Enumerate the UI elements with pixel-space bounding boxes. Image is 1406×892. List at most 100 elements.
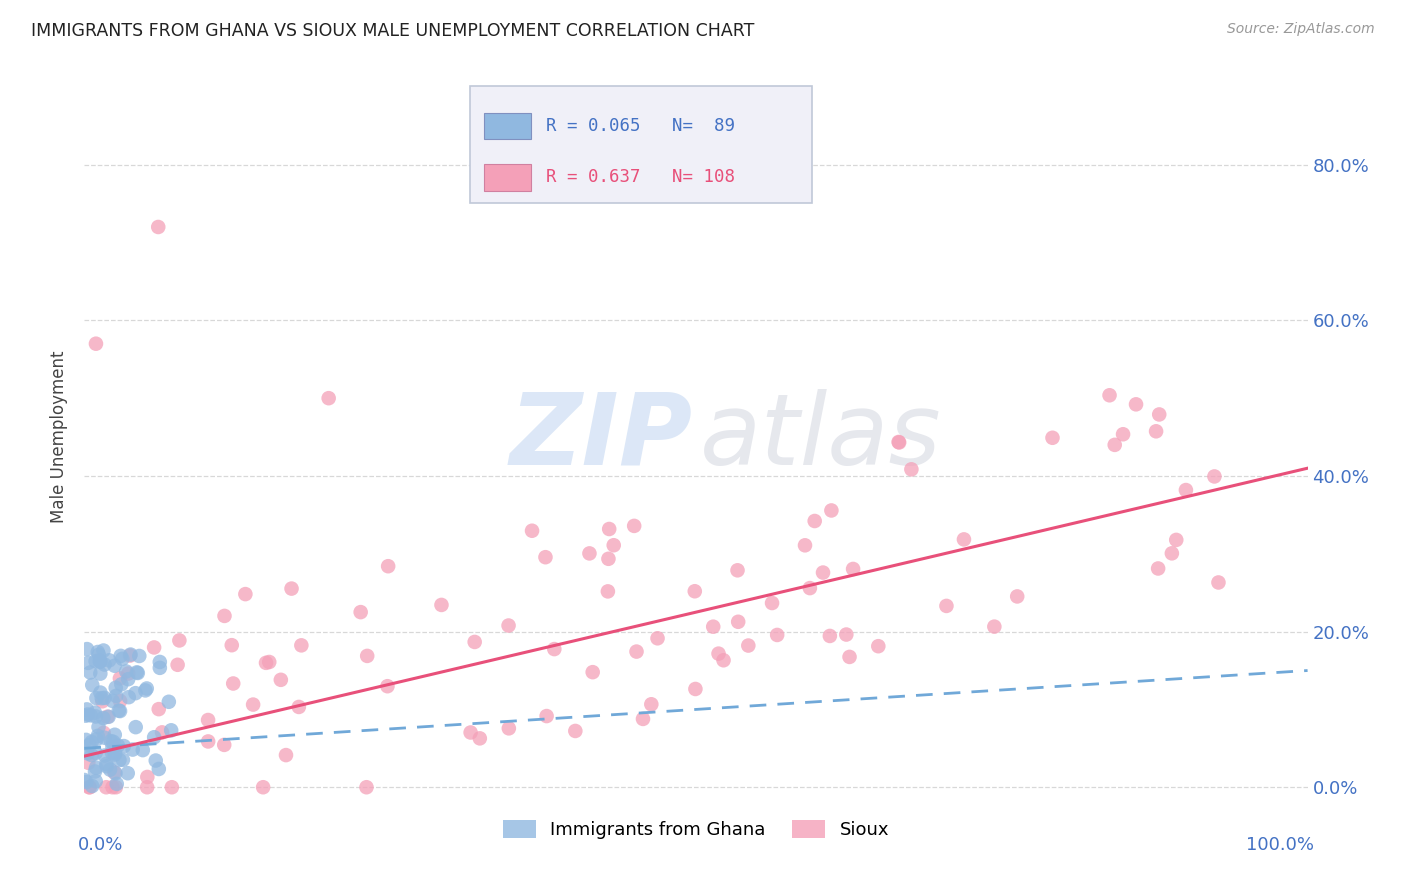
- Sioux: [582, 665, 605, 680]
- Sioux: [838, 649, 860, 664]
- Immigrants from Ghana: [104, 728, 127, 742]
- Sioux: [713, 653, 735, 667]
- Sioux: [148, 219, 170, 234]
- Immigrants from Ghana: [87, 648, 110, 662]
- Immigrants from Ghana: [111, 652, 134, 666]
- Immigrants from Ghana: [117, 766, 139, 780]
- Sioux: [498, 722, 520, 736]
- Sioux: [543, 642, 565, 657]
- Sioux: [887, 435, 910, 450]
- Immigrants from Ghana: [89, 666, 111, 681]
- Sioux: [464, 635, 486, 649]
- Immigrants from Ghana: [105, 777, 128, 791]
- Immigrants from Ghana: [118, 690, 141, 705]
- Text: 0.0%: 0.0%: [79, 836, 124, 854]
- Immigrants from Ghana: [91, 711, 114, 725]
- Immigrants from Ghana: [111, 753, 134, 767]
- Sioux: [534, 550, 557, 565]
- Immigrants from Ghana: [98, 763, 121, 777]
- Immigrants from Ghana: [107, 739, 129, 753]
- Immigrants from Ghana: [87, 720, 110, 734]
- Immigrants from Ghana: [101, 694, 124, 708]
- Sioux: [270, 673, 292, 687]
- Immigrants from Ghana: [143, 731, 166, 745]
- Sioux: [953, 533, 976, 547]
- Immigrants from Ghana: [84, 706, 107, 720]
- Sioux: [900, 462, 922, 476]
- Sioux: [77, 780, 100, 795]
- Sioux: [288, 700, 311, 714]
- Sioux: [104, 780, 127, 795]
- Immigrants from Ghana: [84, 764, 107, 779]
- Sioux: [868, 639, 890, 653]
- Sioux: [136, 780, 159, 795]
- Sioux: [603, 538, 626, 552]
- Sioux: [1005, 590, 1028, 604]
- Sioux: [727, 615, 749, 629]
- Sioux: [350, 605, 373, 619]
- Sioux: [166, 657, 188, 672]
- Sioux: [108, 672, 131, 686]
- Immigrants from Ghana: [82, 678, 104, 692]
- Sioux: [356, 780, 378, 795]
- Sioux: [1125, 397, 1147, 411]
- Immigrants from Ghana: [105, 689, 128, 703]
- Immigrants from Ghana: [125, 665, 148, 680]
- Sioux: [683, 584, 706, 599]
- Immigrants from Ghana: [84, 761, 107, 775]
- Sioux: [536, 709, 558, 723]
- Immigrants from Ghana: [104, 681, 127, 695]
- Sioux: [377, 559, 399, 574]
- Immigrants from Ghana: [86, 691, 108, 706]
- Sioux: [835, 627, 858, 641]
- Immigrants from Ghana: [108, 753, 131, 767]
- Sioux: [197, 713, 219, 727]
- Immigrants from Ghana: [84, 654, 107, 668]
- Immigrants from Ghana: [100, 734, 122, 748]
- Sioux: [626, 644, 648, 658]
- Immigrants from Ghana: [110, 648, 132, 663]
- Immigrants from Ghana: [79, 665, 101, 680]
- Immigrants from Ghana: [90, 691, 112, 706]
- Immigrants from Ghana: [121, 742, 143, 756]
- Immigrants from Ghana: [96, 759, 118, 773]
- Sioux: [1098, 388, 1121, 402]
- Text: Source: ZipAtlas.com: Source: ZipAtlas.com: [1227, 22, 1375, 37]
- Immigrants from Ghana: [148, 762, 170, 776]
- Sioux: [1147, 561, 1170, 575]
- Legend: Immigrants from Ghana, Sioux: Immigrants from Ghana, Sioux: [496, 814, 896, 847]
- Sioux: [1042, 431, 1064, 445]
- Immigrants from Ghana: [101, 746, 124, 760]
- Immigrants from Ghana: [108, 704, 131, 718]
- Sioux: [761, 596, 783, 610]
- Sioux: [520, 524, 543, 538]
- Sioux: [197, 734, 219, 748]
- Immigrants from Ghana: [124, 686, 146, 700]
- Immigrants from Ghana: [104, 747, 127, 762]
- Sioux: [235, 587, 257, 601]
- Immigrants from Ghana: [79, 738, 101, 752]
- Sioux: [108, 694, 131, 708]
- Immigrants from Ghana: [134, 683, 156, 698]
- Sioux: [889, 435, 911, 450]
- Immigrants from Ghana: [149, 661, 172, 675]
- Sioux: [623, 519, 645, 533]
- Sioux: [377, 679, 399, 693]
- Text: R = 0.065   N=  89: R = 0.065 N= 89: [546, 117, 734, 136]
- Sioux: [150, 725, 173, 739]
- Sioux: [707, 647, 730, 661]
- Sioux: [1174, 483, 1197, 497]
- Sioux: [727, 563, 749, 577]
- Sioux: [598, 551, 620, 566]
- Immigrants from Ghana: [107, 704, 129, 718]
- Sioux: [356, 648, 378, 663]
- Immigrants from Ghana: [128, 648, 150, 663]
- Sioux: [148, 702, 170, 716]
- Sioux: [647, 632, 669, 646]
- Sioux: [160, 780, 183, 795]
- Immigrants from Ghana: [157, 695, 180, 709]
- FancyBboxPatch shape: [484, 164, 531, 191]
- Sioux: [803, 514, 825, 528]
- Sioux: [1147, 408, 1170, 422]
- Immigrants from Ghana: [135, 681, 157, 696]
